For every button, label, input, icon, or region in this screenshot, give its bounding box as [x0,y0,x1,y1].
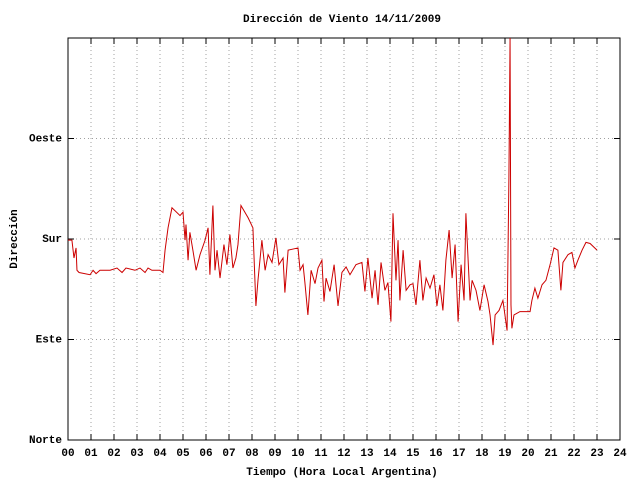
x-tick-label: 11 [314,448,328,460]
x-tick-label: 22 [567,448,580,460]
data-line [68,37,598,346]
x-tick-label: 13 [360,448,374,460]
y-tick-label: Este [36,334,63,346]
y-tick-label: Sur [42,234,62,246]
x-tick-label: 24 [613,448,627,460]
plot-frame [67,37,621,441]
x-tick-label: 16 [429,448,442,460]
x-tick-label: 04 [153,448,167,460]
x-axis-label: Tiempo (Hora Local Argentina) [246,467,437,479]
y-tick-label: Norte [29,435,62,447]
x-tick-label: 08 [245,448,259,460]
x-tick-label: 18 [475,448,489,460]
x-tick-label: 12 [337,448,350,460]
x-tick-label: 21 [544,448,558,460]
x-tick-label: 00 [61,448,74,460]
x-tick-label: 10 [291,448,304,460]
x-tick-label: 20 [521,448,534,460]
x-tick-label: 02 [107,448,120,460]
x-tick-label: 23 [590,448,604,460]
x-tick-label: 01 [84,448,98,460]
x-tick-label: 15 [406,448,420,460]
x-tick-label: 06 [199,448,212,460]
x-tick-label: 03 [130,448,144,460]
chart-title: Dirección de Viento 14/11/2009 [243,14,441,26]
x-tick-label: 05 [176,448,190,460]
y-tick-label: Oeste [29,133,62,145]
x-tick-label: 17 [452,448,465,460]
x-tick-label: 19 [498,448,511,460]
x-tick-label: 07 [222,448,235,460]
x-tick-label: 14 [383,448,397,460]
y-axis-label: Dirección [9,209,21,268]
x-tick-label: 09 [268,448,281,460]
